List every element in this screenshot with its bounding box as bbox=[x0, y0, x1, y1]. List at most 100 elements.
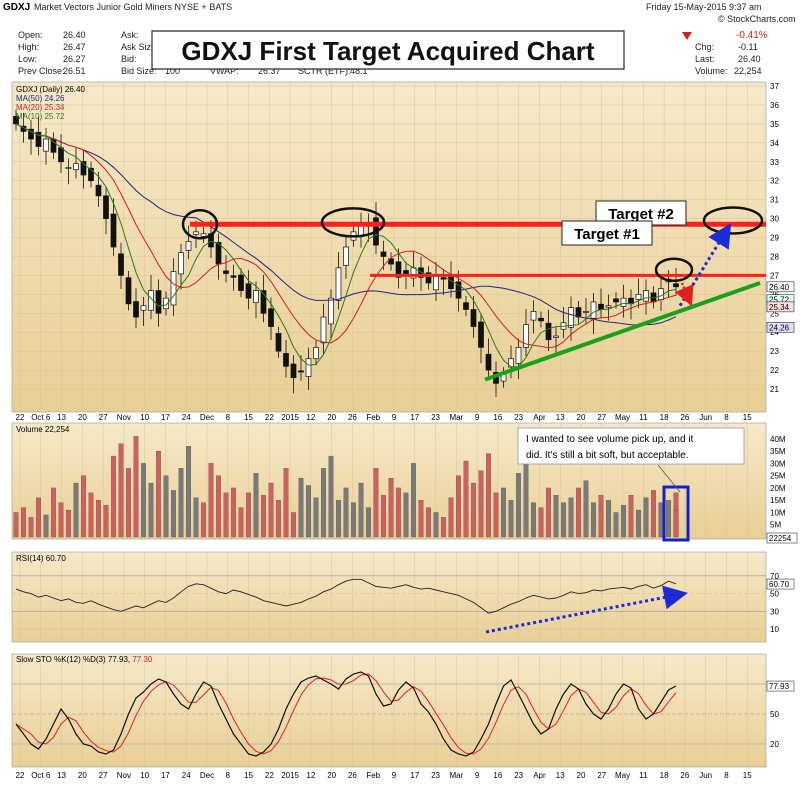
volume-bar bbox=[553, 495, 559, 538]
candle-body bbox=[193, 231, 199, 235]
x-tick-label: Dec bbox=[200, 413, 214, 422]
pct-change: -0.41% bbox=[736, 30, 768, 41]
volume-bar bbox=[253, 473, 259, 538]
sto-last-label: 77.93 bbox=[769, 682, 790, 691]
candle-body bbox=[140, 305, 147, 311]
volume-bar bbox=[433, 512, 439, 538]
volume-bar bbox=[568, 497, 574, 538]
ask-size-label: Ask Size: bbox=[121, 42, 159, 52]
volume-bar bbox=[636, 509, 641, 538]
site-credit: © StockCharts.com bbox=[718, 14, 796, 24]
candle-body bbox=[35, 131, 42, 147]
x-tick-label: 2015 bbox=[281, 413, 299, 422]
volume-bar bbox=[58, 502, 64, 538]
price-tick-label: 32 bbox=[770, 177, 779, 186]
sctr-value: 48.1 bbox=[350, 66, 368, 76]
legend-ma50: MA(50) 24.26 bbox=[16, 94, 65, 103]
x-tick-label-bottom: 15 bbox=[743, 771, 752, 780]
x-tick-label-bottom: 23 bbox=[431, 771, 440, 780]
volume-bar bbox=[598, 495, 604, 538]
highlight-ellipse bbox=[702, 206, 764, 235]
price-tick-label: 23 bbox=[770, 347, 779, 356]
volume-bar bbox=[606, 500, 611, 538]
x-tick-label-bottom: Apr bbox=[533, 771, 546, 780]
volume-bar bbox=[141, 463, 146, 538]
candle-body bbox=[620, 297, 627, 307]
x-tick-label-bottom: 12 bbox=[306, 771, 315, 780]
x-tick-label-bottom: 24 bbox=[182, 771, 191, 780]
x-tick-label: 18 bbox=[660, 413, 669, 422]
x-tick-label-bottom: 20 bbox=[78, 771, 87, 780]
x-tick-label: 13 bbox=[57, 413, 66, 422]
volume-tick-label: 5M bbox=[770, 521, 781, 530]
volume-bar bbox=[546, 487, 551, 538]
volume-bar bbox=[171, 490, 176, 538]
x-tick-label: May bbox=[615, 413, 630, 422]
candle-body bbox=[283, 353, 289, 367]
x-tick-label: 16 bbox=[493, 413, 502, 422]
volume-bar bbox=[471, 482, 476, 538]
volume-note-line2: did. It's still a bit soft, but acceptab… bbox=[526, 450, 689, 461]
volume-bar bbox=[411, 463, 416, 538]
volume-bar bbox=[336, 500, 341, 538]
pullback-arrow bbox=[674, 282, 694, 307]
target1-label: Target #1 bbox=[574, 226, 640, 243]
x-tick-label: 9 bbox=[392, 413, 397, 422]
candle-body bbox=[305, 358, 312, 377]
candle-body bbox=[380, 251, 387, 257]
candle-body bbox=[298, 370, 304, 373]
volume-tick-label: 35M bbox=[770, 447, 786, 456]
volume-bar bbox=[403, 492, 409, 538]
price-last-label-box bbox=[766, 322, 795, 333]
candle-body bbox=[643, 290, 649, 302]
candle-body bbox=[583, 311, 589, 313]
volume-bar bbox=[133, 436, 139, 538]
candle-body bbox=[268, 308, 274, 327]
target1-box bbox=[561, 220, 653, 246]
volume-bar bbox=[463, 460, 469, 538]
x-tick-label-bottom: Dec bbox=[200, 771, 214, 780]
sto-panel bbox=[11, 653, 767, 768]
volume-bar bbox=[388, 477, 394, 538]
volume-bar bbox=[126, 468, 131, 538]
price-last-label: 25.72 bbox=[769, 296, 790, 305]
candle-body bbox=[245, 283, 252, 299]
x-tick-label: 13 bbox=[556, 413, 565, 422]
volume-bar bbox=[28, 517, 34, 538]
volume-bar bbox=[441, 517, 446, 538]
price-last-label-box bbox=[766, 281, 795, 293]
legend-sto: Slow STO %K(12) %D(3) 77.93, 77.30 bbox=[16, 655, 153, 664]
candle-body bbox=[478, 321, 484, 348]
volume-bar bbox=[583, 480, 589, 538]
candle-body bbox=[65, 167, 72, 169]
open-label: Open: bbox=[18, 30, 43, 40]
x-tick-label: 26 bbox=[348, 413, 357, 422]
x-tick-label: 8 bbox=[724, 413, 729, 422]
candle-body bbox=[275, 333, 282, 352]
target2-label: Target #2 bbox=[608, 206, 674, 223]
x-tick-label: 20 bbox=[577, 413, 586, 422]
candle-body bbox=[73, 163, 79, 171]
price-tick-label: 21 bbox=[770, 385, 779, 394]
volume-bar bbox=[501, 487, 506, 538]
candle-body bbox=[635, 294, 642, 300]
x-tick-label-bottom: 17 bbox=[410, 771, 419, 780]
volume-bar bbox=[208, 463, 214, 538]
symbol: GDXJ bbox=[3, 2, 30, 13]
x-tick-label: 12 bbox=[306, 413, 315, 422]
volume-bar bbox=[426, 507, 431, 538]
volume-bar bbox=[448, 497, 454, 538]
x-tick-label: 23 bbox=[514, 413, 523, 422]
high-label: High: bbox=[18, 42, 39, 52]
x-tick-label: 27 bbox=[99, 413, 108, 422]
x-tick-label-bottom: 2015 bbox=[281, 771, 299, 780]
x-tick-label-bottom: 26 bbox=[680, 771, 689, 780]
candle-body bbox=[448, 276, 454, 290]
candle-body bbox=[58, 147, 64, 163]
title-box bbox=[151, 30, 625, 70]
candle-body bbox=[613, 298, 619, 303]
volume-bar bbox=[43, 514, 49, 538]
volume-bar bbox=[216, 475, 221, 538]
candle-body bbox=[320, 316, 327, 344]
x-tick-label: 20 bbox=[327, 413, 336, 422]
